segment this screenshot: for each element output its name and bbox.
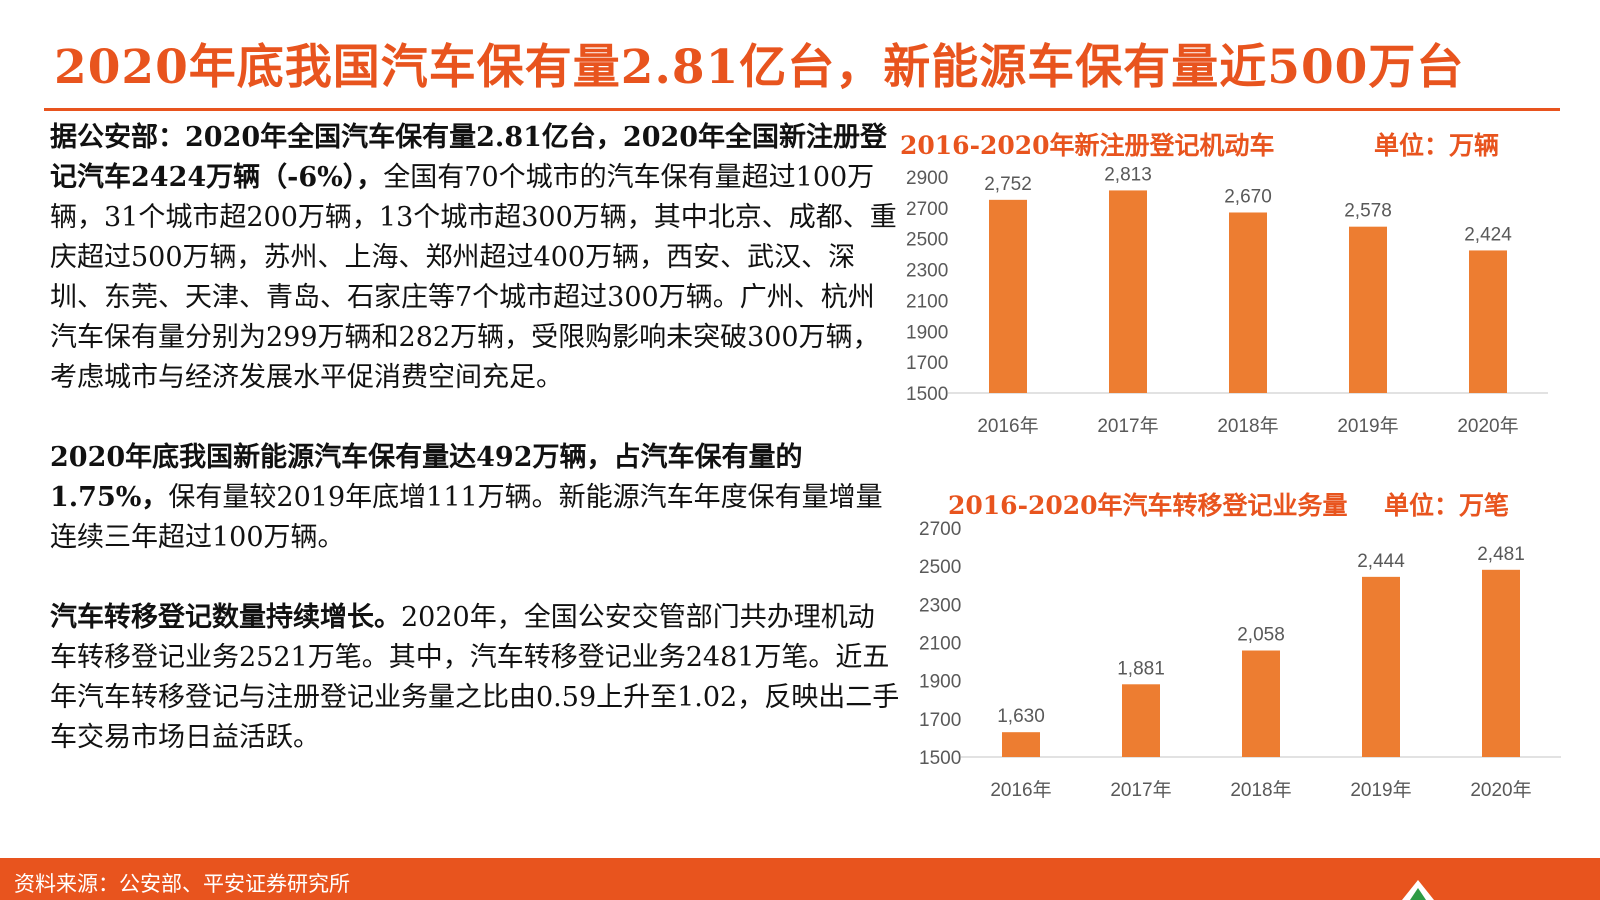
x-tick-label: 2019年 [1350, 779, 1411, 801]
data-label: 2,752 [984, 174, 1032, 195]
y-tick-label: 2500 [906, 230, 948, 251]
x-tick-label: 2016年 [977, 415, 1038, 437]
data-label: 1,881 [1117, 658, 1165, 679]
bar [1109, 190, 1147, 393]
y-tick-label: 1900 [906, 322, 948, 343]
paragraph-registration: 据公安部：2020年全国汽车保有量2.81亿台，2020年全国新注册登记汽车24… [50, 118, 900, 398]
data-label: 2,058 [1237, 625, 1285, 646]
chart-title-registration: 2016-2020年新注册登记机动车 [900, 131, 1275, 160]
paragraph-transfer: 汽车转移登记数量持续增长。2020年，全国公安交管部门共办理机动车转移登记业务2… [50, 598, 900, 758]
x-tick-label: 2019年 [1337, 415, 1398, 437]
bar [1242, 650, 1280, 757]
y-tick-label: 1900 [919, 672, 961, 693]
bar [1482, 569, 1520, 757]
paragraph-lead: 2020年底我国新能源汽车保有量达492万辆，占汽车保有量的1.75%， [50, 442, 803, 513]
data-label: 2,578 [1344, 201, 1392, 222]
x-tick-label: 2017年 [1097, 415, 1158, 437]
y-tick-label: 2900 [906, 168, 948, 189]
y-tick-label: 2100 [919, 634, 961, 655]
x-tick-label: 2017年 [1110, 779, 1171, 801]
chart-title-transfer: 2016-2020年汽车转移登记业务量 [948, 491, 1348, 520]
data-label: 1,630 [997, 706, 1045, 727]
bar [1229, 212, 1267, 393]
bar [1002, 732, 1040, 757]
y-tick-label: 1700 [919, 710, 961, 731]
data-label: 2,424 [1464, 224, 1512, 245]
y-tick-label: 1700 [906, 353, 948, 374]
y-tick-label: 1500 [919, 748, 961, 769]
y-tick-label: 2100 [906, 291, 948, 312]
y-tick-label: 2300 [919, 595, 961, 616]
y-tick-label: 2500 [919, 557, 961, 578]
bar [1349, 226, 1387, 393]
footer-source: 资料来源：公安部、平安证券研究所 [14, 872, 350, 896]
x-tick-label: 2020年 [1470, 779, 1531, 801]
paragraph-body: 2020年，全国公安交管部门共办理机动车转移登记业务2521万笔。其中，汽车转移… [50, 602, 900, 753]
bar [1469, 250, 1507, 393]
paragraph-body: 全国有70个城市的汽车保有量超过100万辆，31个城市超200万辆，13个城市超… [50, 162, 897, 393]
x-tick-label: 2018年 [1217, 415, 1278, 437]
y-tick-label: 2700 [906, 199, 948, 220]
slide-title: 2020年底我国汽车保有量2.81亿台，新能源车保有量近500万台 [54, 40, 1465, 95]
data-label: 2,444 [1357, 551, 1405, 572]
paragraph-lead: 据公安部：2020年全国汽车保有量2.81亿台，2020年全国新注册登记汽车24… [50, 122, 888, 193]
data-label: 2,813 [1104, 164, 1152, 185]
x-tick-label: 2016年 [990, 779, 1051, 801]
footer-bar: 资料来源：公安部、平安证券研究所 [0, 858, 1600, 900]
chart-unit-registration: 单位：万辆 [1374, 131, 1500, 160]
y-tick-label: 1500 [906, 384, 948, 405]
ping-an-logo-icon [1402, 880, 1434, 900]
y-tick-label: 2300 [906, 261, 948, 282]
paragraph-body: 保有量较2019年底增111万辆。新能源汽车年度保有量增量连续三年超过100万辆… [50, 482, 883, 553]
bar [1362, 576, 1400, 757]
bar [989, 199, 1027, 393]
paragraph-lead: 汽车转移登记数量持续增长。 [50, 602, 401, 633]
text-column: 据公安部：2020年全国汽车保有量2.81亿台，2020年全国新注册登记汽车24… [50, 118, 900, 758]
title-divider [44, 108, 1560, 111]
x-tick-label: 2018年 [1230, 779, 1291, 801]
x-tick-label: 2020年 [1457, 415, 1518, 437]
paragraph-new-energy: 2020年底我国新能源汽车保有量达492万辆，占汽车保有量的1.75%，保有量较… [50, 438, 900, 558]
bar [1122, 684, 1160, 757]
data-label: 2,670 [1224, 186, 1272, 207]
data-label: 2,481 [1477, 544, 1525, 565]
chart-unit-transfer: 单位：万笔 [1384, 491, 1510, 520]
y-tick-label: 2700 [919, 519, 961, 540]
